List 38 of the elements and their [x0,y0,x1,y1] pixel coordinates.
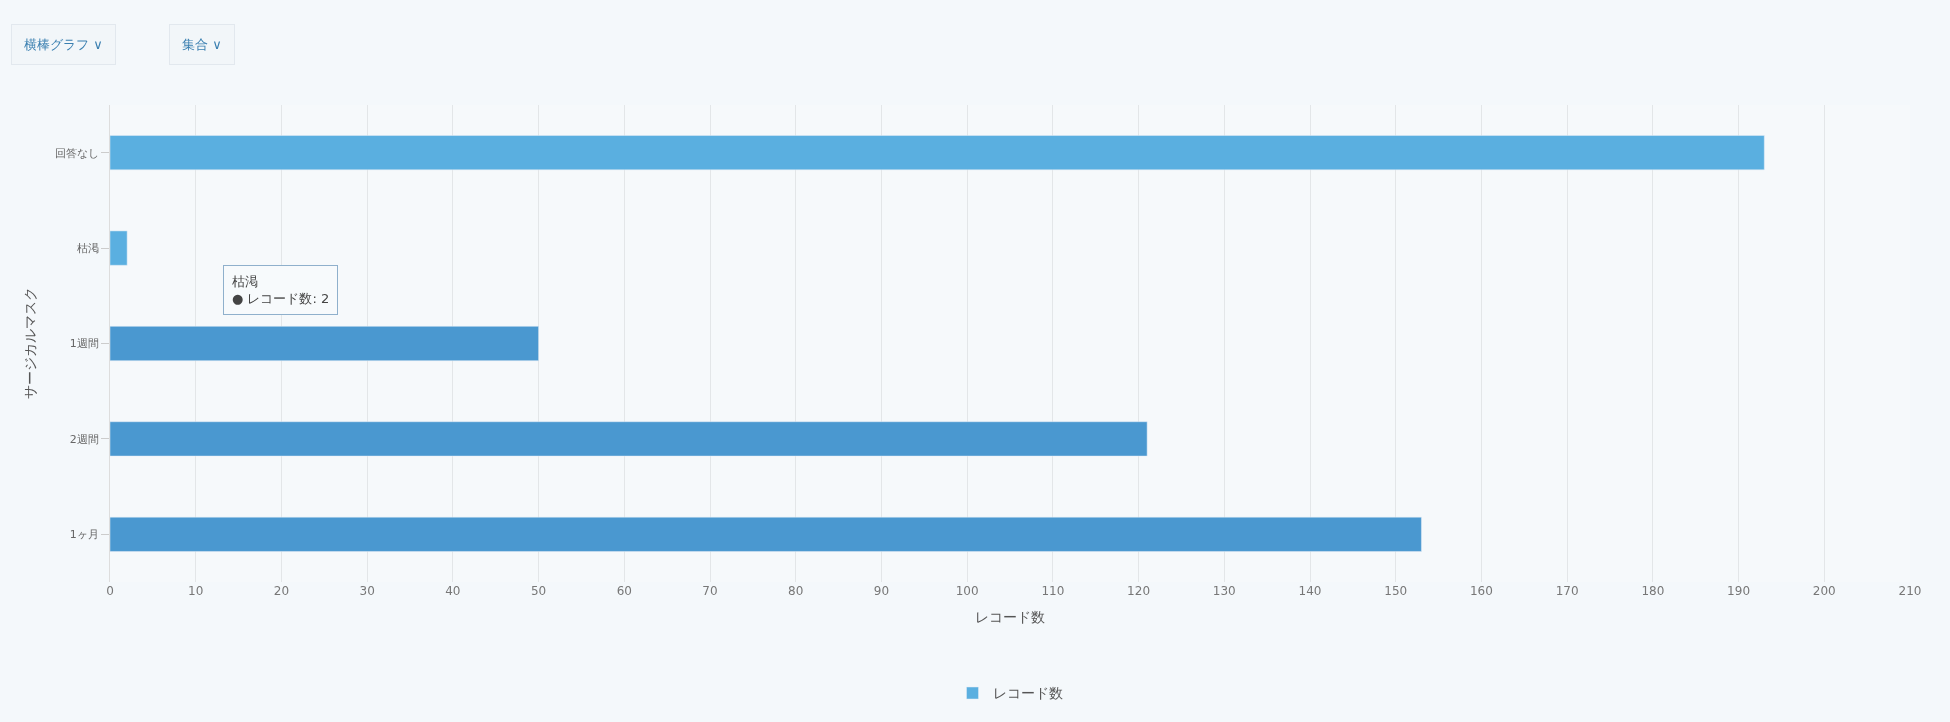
x-tick-label: 70 [702,584,718,598]
x-tick-label: 110 [1041,584,1065,598]
text: 横棒グラフ ∨ [24,37,103,52]
x-tick-label: 120 [1127,584,1151,598]
y-tick-label: 2週間 [69,432,99,446]
bar [110,421,1148,457]
y-tick-label: 枯渇 [76,241,99,255]
x-tick-label: 0 [106,584,114,598]
bar [110,516,1422,552]
x-tick-label: 100 [955,584,979,598]
legend-label: レコード数 [992,685,1063,702]
x-tick-label: 30 [359,584,375,598]
bar [110,135,1765,171]
x-tick-label: 130 [1212,584,1236,598]
x-tick-label: 80 [788,584,804,598]
x-tick-label: 180 [1641,584,1665,598]
x-tick-label: 20 [273,584,290,598]
x-tick-label: 10 [188,584,204,598]
x-tick-label: 140 [1298,584,1322,598]
x-tick-label: 170 [1555,584,1579,598]
x-tick-label: 90 [873,584,890,598]
annotation: 枯渇 ● レコード数: 2 [232,274,330,306]
x-tick-label: 60 [616,584,632,598]
x-tick-label: 210 [1898,584,1922,598]
x-tick-label: 40 [445,584,461,598]
y-tick-label: 回答なし [54,146,99,160]
bar [110,326,539,361]
x-tick-label: 190 [1727,584,1751,598]
x-tick-label: 150 [1384,584,1408,598]
text: 集合 ∨ [182,37,222,52]
y-tick-label: 1週間 [69,337,99,351]
y-tick-label: 1ヶ月 [69,528,99,542]
bar [110,230,128,266]
x-axis-title: レコード数 [975,609,1045,626]
x-tick-label: 50 [530,584,547,598]
x-tick-label: 160 [1469,584,1493,598]
y-axis-title: サージカルマスク [22,287,39,400]
x-tick-label: 200 [1812,584,1836,598]
